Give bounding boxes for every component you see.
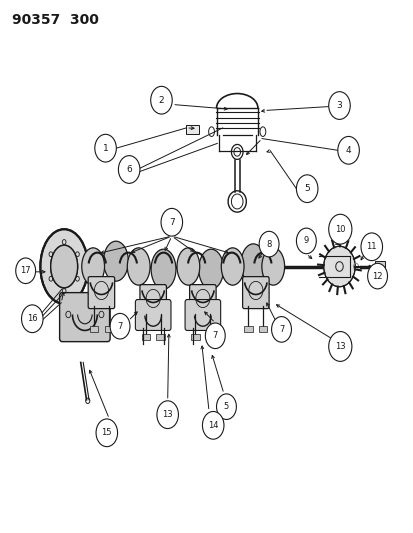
Circle shape [16,258,36,284]
Circle shape [157,401,178,429]
Circle shape [205,323,225,349]
FancyBboxPatch shape [104,326,113,332]
Text: 7: 7 [212,332,217,340]
FancyBboxPatch shape [189,285,216,317]
Circle shape [360,233,382,261]
Text: 2: 2 [158,96,164,104]
Text: 9: 9 [303,237,308,245]
Text: 90357  300: 90357 300 [12,13,99,27]
Ellipse shape [103,241,128,281]
Ellipse shape [151,249,176,289]
Ellipse shape [177,248,199,285]
FancyBboxPatch shape [90,326,98,332]
Circle shape [202,411,223,439]
Text: 5: 5 [304,184,309,193]
Text: 16: 16 [27,314,38,323]
FancyBboxPatch shape [259,326,267,332]
Circle shape [21,305,43,333]
Text: 1: 1 [102,144,108,152]
FancyBboxPatch shape [141,334,150,340]
FancyBboxPatch shape [59,293,110,342]
Text: 6: 6 [126,165,132,174]
FancyBboxPatch shape [88,277,114,309]
Text: 11: 11 [366,243,376,251]
Circle shape [271,317,291,342]
Text: 4: 4 [345,146,351,155]
Text: 3: 3 [336,101,342,110]
Circle shape [216,394,236,419]
Ellipse shape [40,229,88,304]
Text: 7: 7 [169,218,174,227]
FancyBboxPatch shape [206,334,214,340]
Circle shape [337,136,358,164]
Circle shape [95,134,116,162]
Text: 7: 7 [278,325,283,334]
FancyBboxPatch shape [135,300,171,330]
Circle shape [328,92,349,119]
Circle shape [296,175,317,203]
Circle shape [259,231,278,257]
Text: 17: 17 [20,266,31,275]
Circle shape [118,156,140,183]
Ellipse shape [323,246,354,287]
Circle shape [367,263,387,289]
FancyBboxPatch shape [140,285,166,317]
FancyBboxPatch shape [186,125,198,134]
Text: 15: 15 [101,429,112,437]
FancyBboxPatch shape [156,334,164,340]
Text: 10: 10 [334,225,345,233]
Ellipse shape [81,248,104,285]
Circle shape [110,313,130,339]
Ellipse shape [198,249,223,289]
Circle shape [96,419,117,447]
Ellipse shape [240,244,265,284]
Text: 13: 13 [334,342,345,351]
Text: 13: 13 [162,410,173,419]
Text: 12: 12 [371,272,382,280]
Circle shape [150,86,172,114]
Circle shape [161,208,182,236]
Circle shape [328,214,351,244]
Text: 14: 14 [207,421,218,430]
Circle shape [328,332,351,361]
FancyBboxPatch shape [191,334,199,340]
FancyBboxPatch shape [374,261,384,272]
Text: 5: 5 [223,402,228,411]
Text: 8: 8 [266,240,271,248]
Ellipse shape [50,245,78,288]
Circle shape [296,228,316,254]
FancyBboxPatch shape [185,300,220,330]
FancyBboxPatch shape [244,326,252,332]
FancyBboxPatch shape [242,277,268,309]
Ellipse shape [221,248,244,285]
Ellipse shape [127,248,150,285]
Ellipse shape [261,248,284,285]
Text: 7: 7 [117,322,122,330]
